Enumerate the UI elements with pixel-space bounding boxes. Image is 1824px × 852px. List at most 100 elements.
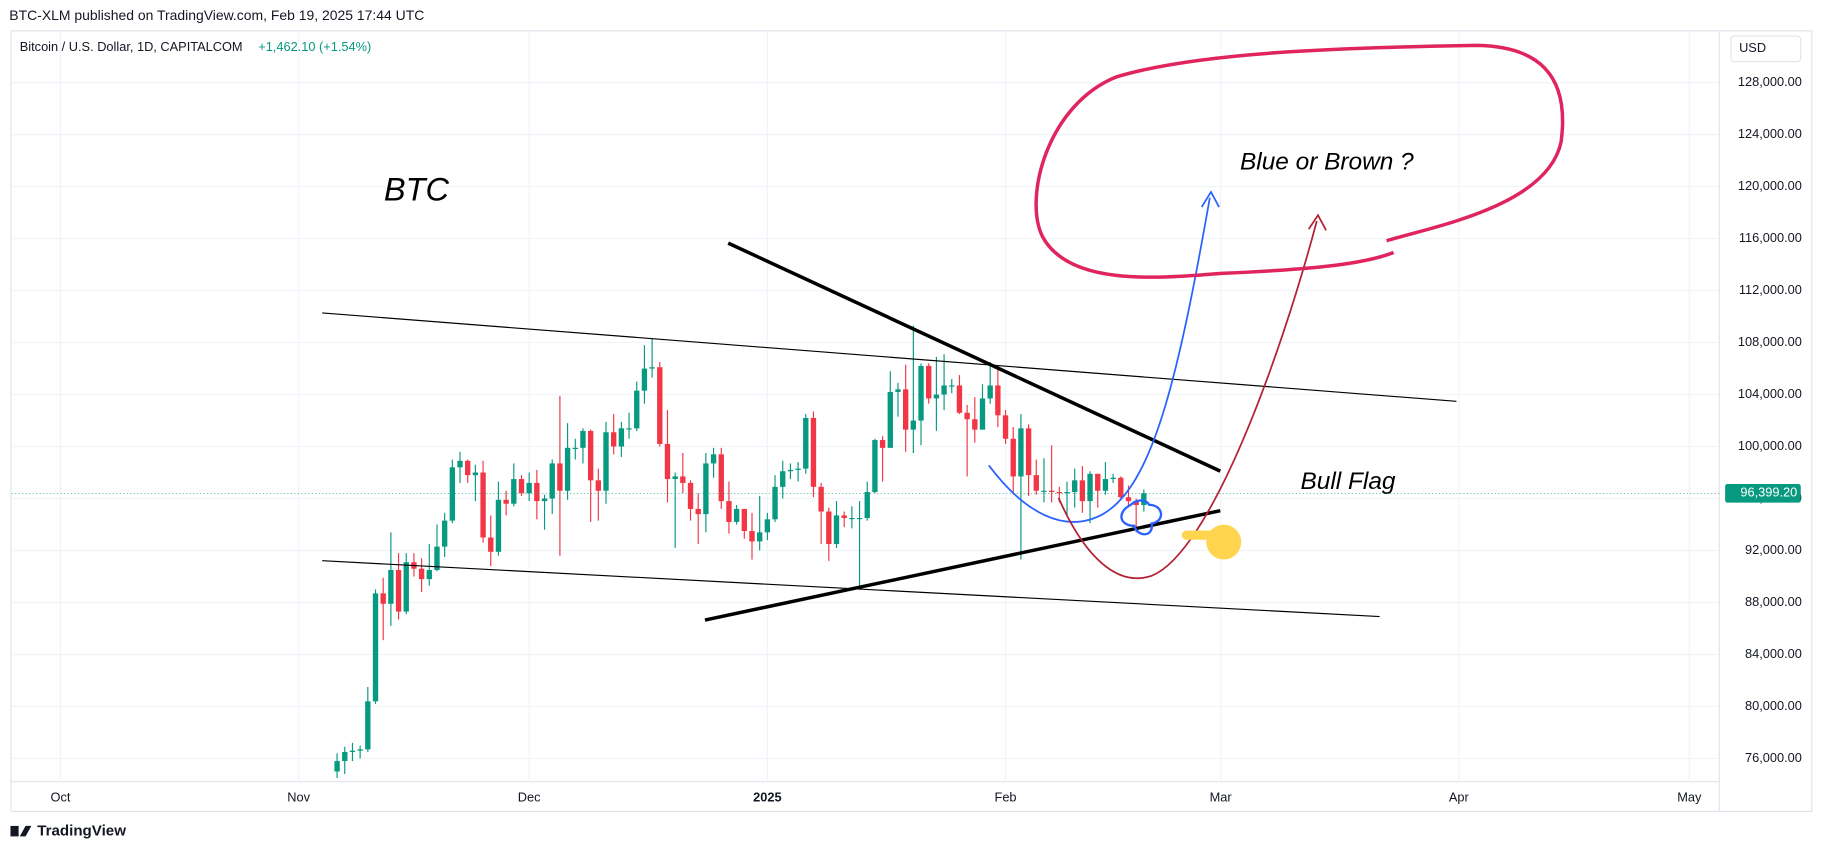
grid [11,31,1720,782]
candle-body [1102,479,1109,491]
candle-body [465,460,471,476]
x-tick-label: Dec [518,789,541,804]
candle-body [557,463,563,491]
candle-body [1095,473,1101,491]
candle-body [1033,475,1039,491]
candle-body [426,570,432,580]
candle-body [902,389,909,430]
candle-body [849,518,855,520]
target-loop [1034,43,1565,279]
x-tick-label: Mar [1210,789,1233,804]
candle-body [634,390,640,429]
currency-box [1730,35,1802,63]
blue-arrowhead [1200,190,1220,208]
highlight-circle [1120,499,1163,536]
x-tick-label: 2025 [753,789,781,804]
candle-body [349,750,356,752]
candle-body [534,482,540,502]
y-tick-label: 76,000.00 [1745,750,1802,765]
trendline-upper [727,241,1221,473]
candle-body [1072,480,1078,493]
candle-body [672,476,678,480]
candle-body [757,532,763,542]
candle-body [1079,480,1086,502]
annotation-bull-flag: Bull Flag [1301,468,1396,495]
candle-body [603,432,609,491]
candle-body [488,537,494,552]
candle-body [618,428,625,447]
candle-body [472,472,479,476]
candle-body [480,472,486,538]
candle-body [726,501,732,522]
candle-body [795,468,801,470]
candle-body [388,570,394,604]
candle-body [449,467,456,521]
last-price-tag [1725,484,1801,503]
candle-body [941,385,947,395]
candle-body [956,385,963,413]
candle-body [541,498,548,502]
candle-body [380,593,386,604]
candle-body [457,460,463,468]
hand-palm [1206,524,1242,560]
y-tick-label: 120,000.00 [1738,178,1802,193]
candle-body [972,419,978,430]
candle-body [872,440,878,493]
candle-body [403,562,409,612]
candle-body [1141,493,1147,506]
candle-body [787,469,794,472]
candle-body [495,499,502,552]
candle-body [810,417,817,487]
candle-body [418,568,425,580]
candle-body [1087,473,1093,502]
footer-logo [10,825,32,837]
candle-body [772,486,778,520]
candle-body [710,454,717,464]
candle-body [526,482,532,494]
x-tick-label: Oct [51,789,71,804]
candle-body [664,443,671,480]
x-tick-label: May [1677,789,1702,804]
candle-body [780,471,786,487]
candle-body [1018,428,1024,477]
candle-body [611,432,617,447]
candle-body [365,701,371,750]
candle-body [856,518,863,520]
y-tick-label: 100,000.00 [1738,438,1802,453]
x-tick-label: Feb [995,789,1017,804]
y-tick-label: 88,000.00 [1745,594,1802,609]
candle-body [503,499,509,504]
candle-body [641,368,648,391]
candle-body [549,463,555,499]
logo-part [10,825,19,837]
y-tick-label: 116,000.00 [1739,230,1802,245]
brown-arrowhead [1307,213,1327,231]
candle-body [718,454,724,502]
candle-body [1025,428,1032,476]
y-tick-label: 112,000.00 [1739,282,1802,297]
chart-title: Bitcoin / U.S. Dollar, 1D, CAPITALCOM [20,39,243,54]
candle-body [395,570,402,612]
candle-body [357,749,363,751]
last-price-label: 96,399.20 [1740,485,1797,500]
channel-upper [322,312,1457,402]
candle-body [964,412,970,420]
candles [334,325,1147,778]
blue-path [988,197,1211,523]
x-tick-label: Apr [1449,789,1470,804]
candle-body [580,430,586,448]
candle-body [749,531,755,542]
candle-body [1041,490,1047,492]
candle-body [918,365,924,421]
candle-body [910,420,917,430]
pointing-hand [1181,524,1242,560]
candle-body [949,385,955,387]
candle-body [979,398,986,430]
candle-body [434,546,440,571]
candle-body [841,515,847,519]
y-tick-label: 108,000.00 [1738,334,1802,349]
drawings [322,43,1565,622]
candle-body [1056,492,1063,494]
candle-body [995,385,1001,416]
